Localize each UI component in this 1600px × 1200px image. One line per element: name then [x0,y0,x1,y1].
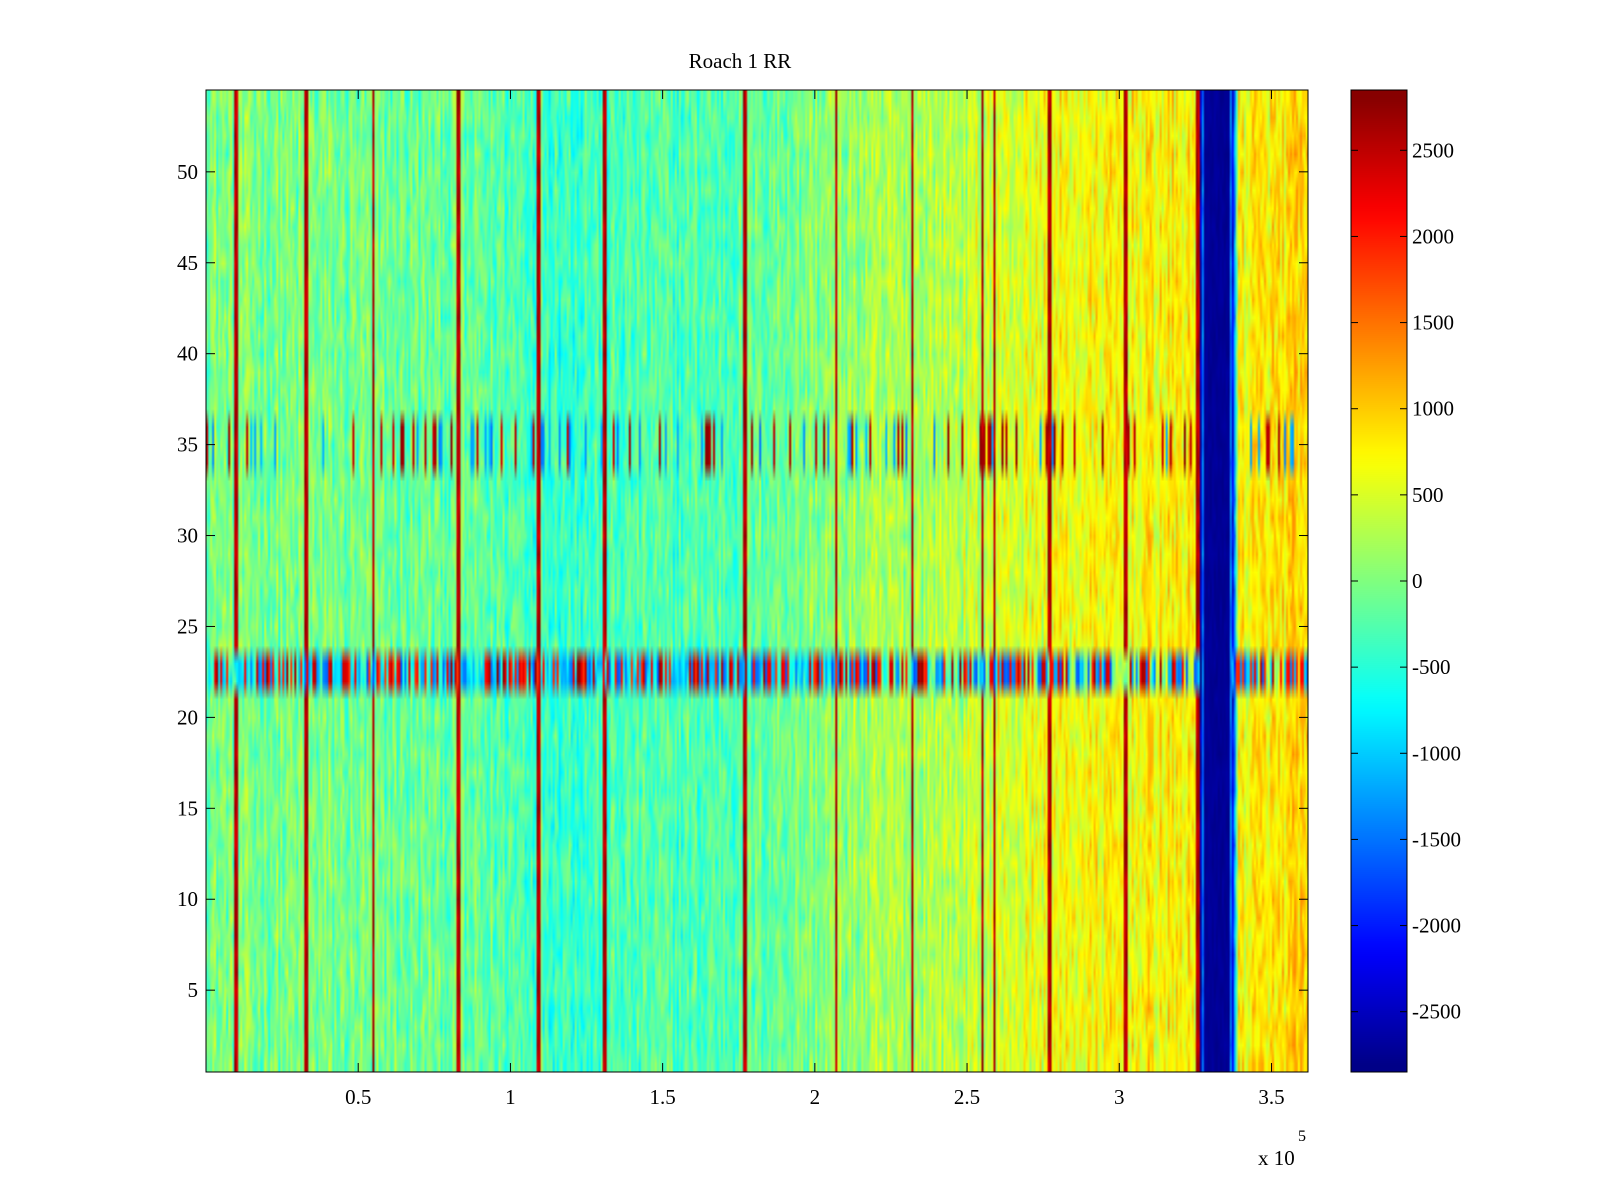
y-tick-label: 50 [177,160,198,184]
heatmap-plot-area [205,89,1309,1073]
colorbar-ticks: 2500 2000 1500 1000 500 0 -500 -1000 -1500 -2000 -… [1351,138,1461,1024]
x-exponent-base: x 10 [1258,1146,1295,1170]
x-tick-label: 3.5 [1258,1085,1284,1109]
y-tick-label: 20 [177,705,198,729]
colorbar-tick-label: -2000 [1412,914,1461,938]
colorbar-tick-label: 0 [1412,569,1423,593]
y-axis-ticks: 5 10 15 20 25 30 35 40 45 50 [177,160,1308,1002]
heatmap-image [206,90,1308,1072]
colorbar-tick-label: 2500 [1412,138,1454,162]
x-tick-label: 0.5 [345,1085,371,1109]
x-tick-label: 1 [505,1085,516,1109]
colorbar-tick-label: -1500 [1412,827,1461,851]
x-tick-label: 3 [1114,1085,1125,1109]
x-axis-ticks: 0.5 1 1.5 2 2.5 3 3.5 [345,90,1285,1109]
y-tick-label: 45 [177,251,198,275]
colorbar-tick-label: 1500 [1412,311,1454,335]
x-tick-label: 2 [810,1085,821,1109]
colorbar: 2500 2000 1500 1000 500 0 -500 -1000 -1500 -2000 -… [1350,89,1461,1073]
colorbar-tick-label: 1000 [1412,397,1454,421]
x-tick-label: 2.5 [954,1085,980,1109]
colorbar-gradient [1351,90,1407,1072]
colorbar-tick-label: 2000 [1412,224,1454,248]
y-tick-label: 10 [177,887,198,911]
plot-axes-box [205,89,1309,1073]
colorbar-tick-label: 500 [1412,483,1444,507]
y-tick-label: 5 [188,978,199,1002]
colorbar-tick-label: -2500 [1412,1000,1461,1024]
y-tick-label: 15 [177,796,198,820]
y-tick-label: 35 [177,433,198,457]
colorbar-tick-label: -500 [1412,655,1451,679]
x-exponent-label: x 10 5 [1258,1128,1306,1170]
x-tick-label: 1.5 [650,1085,676,1109]
colorbar-tick-label: -1000 [1412,741,1461,765]
x-exponent-power: 5 [1298,1128,1306,1145]
y-tick-label: 40 [177,342,198,366]
chart-title: Roach 1 RR [689,49,792,73]
y-tick-label: 30 [177,524,198,548]
y-tick-label: 25 [177,614,198,638]
